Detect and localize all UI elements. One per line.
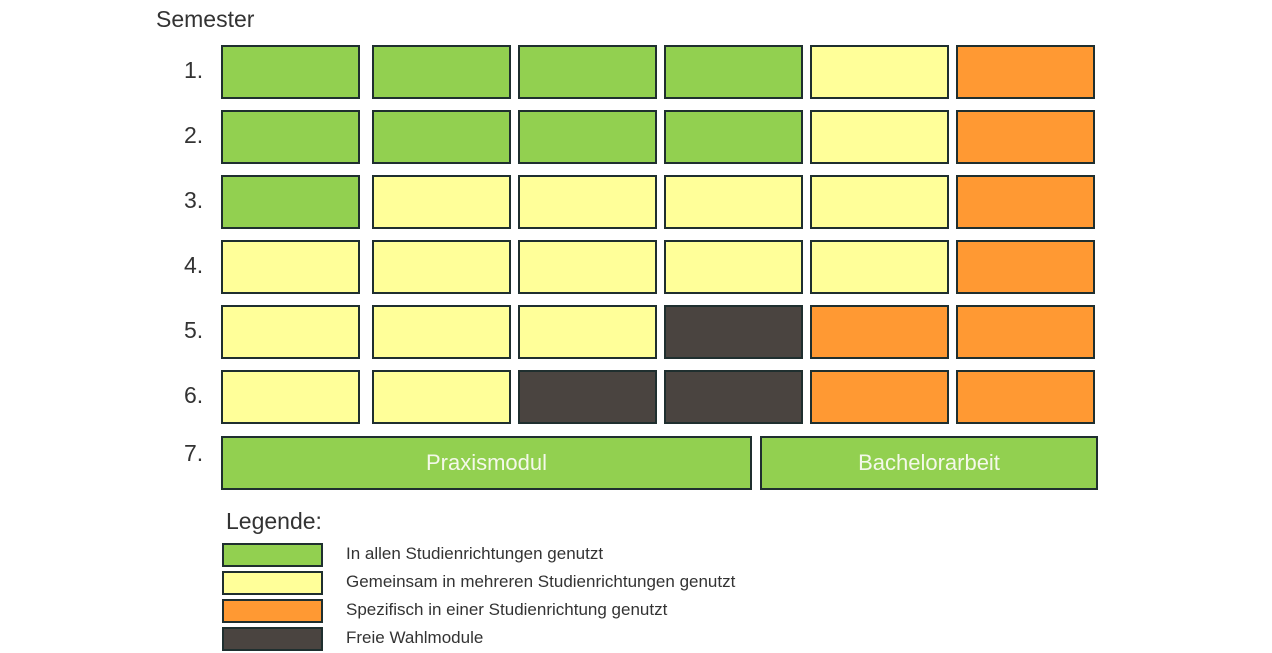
module-cell-green	[664, 45, 803, 99]
row-label-4: 4.	[184, 252, 204, 278]
module-cell-yellow	[518, 305, 657, 359]
module-cell-green	[518, 110, 657, 164]
module-cell-dark	[664, 370, 803, 424]
module-cell-yellow	[372, 305, 511, 359]
row-label-2: 2.	[184, 122, 204, 148]
module-cell-dark	[518, 370, 657, 424]
module-cell-orange	[956, 45, 1095, 99]
legend-label: Spezifisch in einer Studienrichtung genu…	[346, 600, 668, 619]
module-cell-yellow	[221, 305, 360, 359]
row-label-3: 3.	[184, 187, 204, 213]
module-cell-green	[664, 110, 803, 164]
legend-swatch-green	[222, 543, 323, 567]
module-cell-yellow	[810, 45, 949, 99]
module-cell-yellow	[221, 240, 360, 294]
module-cell-green	[372, 110, 511, 164]
module-cell-orange	[810, 370, 949, 424]
legend-label: Freie Wahlmodule	[346, 628, 484, 647]
row-label-1: 1.	[184, 57, 204, 83]
praxismodul-block: Praxismodul	[221, 436, 752, 490]
module-cell-yellow	[518, 240, 657, 294]
legend-label: Gemeinsam in mehreren Studienrichtungen …	[346, 572, 736, 591]
legend-swatch-orange	[222, 599, 323, 623]
row-label-7: 7.	[184, 440, 204, 466]
row-label-5: 5.	[184, 317, 204, 343]
legend-title: Legende:	[226, 508, 322, 534]
legend-swatch-yellow	[222, 571, 323, 595]
module-cell-yellow	[372, 175, 511, 229]
module-cell-green	[221, 175, 360, 229]
module-cell-orange	[956, 305, 1095, 359]
module-cell-yellow	[810, 110, 949, 164]
legend-label: In allen Studienrichtungen genutzt	[346, 544, 604, 563]
module-cell-green	[518, 45, 657, 99]
module-cell-yellow	[810, 240, 949, 294]
module-cell-orange	[956, 240, 1095, 294]
module-cell-yellow	[664, 175, 803, 229]
module-cell-yellow	[372, 240, 511, 294]
module-cell-yellow	[810, 175, 949, 229]
module-cell-orange	[956, 110, 1095, 164]
legend-swatch-dark	[222, 627, 323, 651]
module-cell-orange	[956, 175, 1095, 229]
bachelorarbeit-block: Bachelorarbeit	[760, 436, 1098, 490]
module-cell-green	[372, 45, 511, 99]
module-cell-dark	[664, 305, 803, 359]
module-cell-orange	[810, 305, 949, 359]
diagram-title: Semester	[156, 6, 255, 32]
module-cell-green	[221, 45, 360, 99]
module-cell-yellow	[664, 240, 803, 294]
module-cell-green	[221, 110, 360, 164]
module-cell-yellow	[221, 370, 360, 424]
module-cell-orange	[956, 370, 1095, 424]
module-cell-yellow	[518, 175, 657, 229]
row-label-6: 6.	[184, 382, 204, 408]
module-cell-yellow	[372, 370, 511, 424]
